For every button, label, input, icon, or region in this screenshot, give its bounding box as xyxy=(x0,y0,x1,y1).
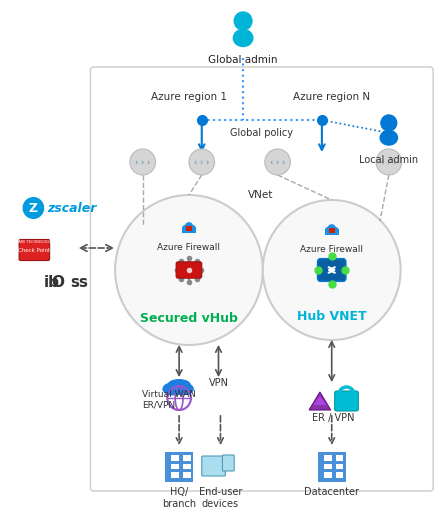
Ellipse shape xyxy=(233,30,253,47)
Text: Hub VNET: Hub VNET xyxy=(297,310,366,323)
FancyBboxPatch shape xyxy=(324,472,332,478)
FancyBboxPatch shape xyxy=(324,464,332,469)
Text: Global policy: Global policy xyxy=(230,128,293,138)
FancyBboxPatch shape xyxy=(335,472,343,478)
Text: HQ/
branch: HQ/ branch xyxy=(162,487,196,509)
Text: Secured vHub: Secured vHub xyxy=(140,312,238,325)
Text: ‹ › ›: ‹ › › xyxy=(135,157,150,166)
Text: VNet: VNet xyxy=(248,190,274,200)
Text: Azure Firewall: Azure Firewall xyxy=(300,245,363,254)
FancyBboxPatch shape xyxy=(222,455,234,471)
Circle shape xyxy=(130,149,156,175)
FancyBboxPatch shape xyxy=(335,464,343,469)
FancyBboxPatch shape xyxy=(335,455,343,461)
FancyBboxPatch shape xyxy=(318,452,346,482)
FancyBboxPatch shape xyxy=(324,455,332,461)
Ellipse shape xyxy=(189,225,196,231)
Ellipse shape xyxy=(325,227,332,233)
Polygon shape xyxy=(309,392,331,410)
FancyBboxPatch shape xyxy=(171,455,179,461)
Ellipse shape xyxy=(380,131,397,145)
Text: End-user
devices: End-user devices xyxy=(199,487,242,509)
FancyBboxPatch shape xyxy=(183,472,191,478)
Circle shape xyxy=(376,149,402,175)
Text: Z: Z xyxy=(29,202,38,214)
FancyBboxPatch shape xyxy=(171,464,179,469)
FancyBboxPatch shape xyxy=(171,472,179,478)
Text: Azure Firewall: Azure Firewall xyxy=(157,243,221,252)
Circle shape xyxy=(234,12,252,30)
Text: Virtual WAN
ER/VPN: Virtual WAN ER/VPN xyxy=(142,390,195,410)
FancyBboxPatch shape xyxy=(325,229,339,235)
Text: ‹ › ›: ‹ › › xyxy=(381,157,396,166)
Text: ‹ › ›: ‹ › › xyxy=(194,157,210,166)
FancyBboxPatch shape xyxy=(183,464,191,469)
Ellipse shape xyxy=(332,227,339,233)
Text: ss: ss xyxy=(70,275,88,290)
Text: Local admin: Local admin xyxy=(359,155,419,165)
Text: ib: ib xyxy=(44,275,60,290)
Ellipse shape xyxy=(185,222,193,228)
FancyBboxPatch shape xyxy=(329,227,335,233)
Text: Global admin: Global admin xyxy=(208,55,278,65)
FancyBboxPatch shape xyxy=(202,456,225,476)
FancyBboxPatch shape xyxy=(317,258,346,281)
FancyBboxPatch shape xyxy=(165,452,193,482)
FancyBboxPatch shape xyxy=(183,455,191,461)
Circle shape xyxy=(381,115,397,131)
Ellipse shape xyxy=(167,379,191,391)
FancyBboxPatch shape xyxy=(335,391,358,411)
FancyBboxPatch shape xyxy=(91,67,433,491)
Polygon shape xyxy=(313,396,327,405)
Text: SOFTWARE TECHNOLOGIES LTD.: SOFTWARE TECHNOLOGIES LTD. xyxy=(6,240,63,244)
FancyBboxPatch shape xyxy=(19,239,50,261)
Text: VPN: VPN xyxy=(209,378,229,388)
Text: Datacenter: Datacenter xyxy=(304,487,359,497)
Text: zscaler: zscaler xyxy=(47,202,96,214)
Text: ER / VPN: ER / VPN xyxy=(312,413,354,423)
Ellipse shape xyxy=(182,225,189,231)
Circle shape xyxy=(189,149,214,175)
Ellipse shape xyxy=(162,382,182,396)
Text: Azure region 1: Azure region 1 xyxy=(151,92,227,102)
Ellipse shape xyxy=(328,224,335,231)
FancyBboxPatch shape xyxy=(186,226,192,231)
Ellipse shape xyxy=(176,383,194,395)
Text: Check Point: Check Point xyxy=(18,248,50,252)
Circle shape xyxy=(115,195,263,345)
Circle shape xyxy=(23,197,44,219)
FancyBboxPatch shape xyxy=(176,262,202,278)
Text: Azure region N: Azure region N xyxy=(293,92,370,102)
FancyBboxPatch shape xyxy=(182,227,196,233)
FancyBboxPatch shape xyxy=(167,388,191,395)
Text: ‹ › ›: ‹ › › xyxy=(270,157,285,166)
Circle shape xyxy=(265,149,290,175)
Circle shape xyxy=(263,200,400,340)
Text: O: O xyxy=(52,275,65,290)
